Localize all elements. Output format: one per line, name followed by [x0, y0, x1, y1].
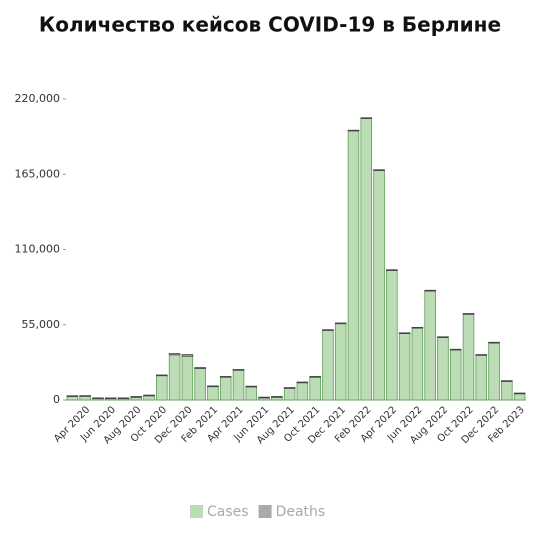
death-bar	[143, 394, 155, 397]
legend-swatch	[258, 505, 272, 518]
death-bar	[360, 117, 373, 119]
death-bar	[347, 129, 360, 132]
case-bar	[373, 169, 385, 401]
death-bar	[168, 353, 181, 356]
case-bar	[245, 385, 258, 401]
death-bar	[104, 397, 117, 400]
death-bar	[437, 336, 449, 338]
case-bar	[360, 117, 373, 401]
death-bar	[334, 322, 347, 325]
death-bar	[181, 354, 194, 357]
case-bar	[296, 381, 309, 401]
death-bar	[449, 348, 462, 351]
y-tick-label: 0	[53, 393, 60, 406]
chart-title: Количество кейсов COVID-19 в Берлине	[39, 13, 501, 37]
death-bar	[322, 329, 334, 331]
death-bar	[271, 396, 283, 398]
death-bar	[373, 169, 385, 171]
death-bar	[258, 396, 270, 399]
death-bar	[245, 385, 258, 388]
death-bar	[309, 376, 321, 378]
case-bar	[475, 354, 488, 401]
y-tick-label: 220,000	[15, 92, 61, 105]
legend-label: Cases	[207, 504, 249, 520]
case-bar	[449, 348, 462, 401]
death-bar	[66, 395, 79, 397]
case-bar	[398, 332, 411, 401]
case-bar	[411, 327, 424, 401]
case-bar	[386, 269, 398, 401]
death-bar	[156, 374, 168, 377]
case-bar	[437, 336, 449, 401]
y-tick-label: 110,000	[15, 243, 61, 256]
y-tick-label: 55,000	[22, 318, 61, 331]
case-bar	[309, 376, 321, 401]
death-bar	[501, 380, 513, 382]
case-bar	[168, 354, 181, 401]
death-bar	[411, 326, 424, 329]
case-bar	[347, 130, 360, 401]
case-bar	[194, 368, 206, 401]
death-bar	[207, 385, 219, 388]
y-tick-label: 165,000	[15, 167, 61, 180]
death-bar	[130, 396, 143, 398]
death-bar	[513, 392, 526, 395]
death-bar	[386, 269, 398, 271]
legend-label: Deaths	[276, 504, 326, 520]
case-bar	[501, 380, 513, 401]
case-bar	[283, 387, 296, 401]
case-bar	[488, 342, 500, 401]
death-bar	[488, 341, 500, 344]
case-bar	[181, 355, 194, 401]
legend-swatch	[190, 505, 203, 518]
death-bar	[117, 397, 130, 400]
death-bar	[424, 289, 436, 292]
case-bar	[156, 374, 168, 401]
death-bar	[194, 367, 206, 369]
case-bar	[219, 376, 232, 401]
case-bar	[232, 369, 245, 401]
death-bar	[232, 369, 245, 371]
death-bar	[92, 397, 104, 400]
death-bar	[475, 354, 488, 356]
case-bar	[462, 313, 475, 401]
death-bar	[219, 376, 232, 378]
case-bar	[424, 290, 436, 401]
death-bar	[398, 332, 411, 335]
case-bar	[334, 322, 347, 401]
death-bar	[296, 381, 309, 384]
death-bar	[462, 313, 475, 315]
death-bar	[283, 387, 296, 389]
case-bar	[207, 385, 219, 401]
death-bar	[79, 395, 91, 397]
case-bar	[322, 329, 334, 401]
